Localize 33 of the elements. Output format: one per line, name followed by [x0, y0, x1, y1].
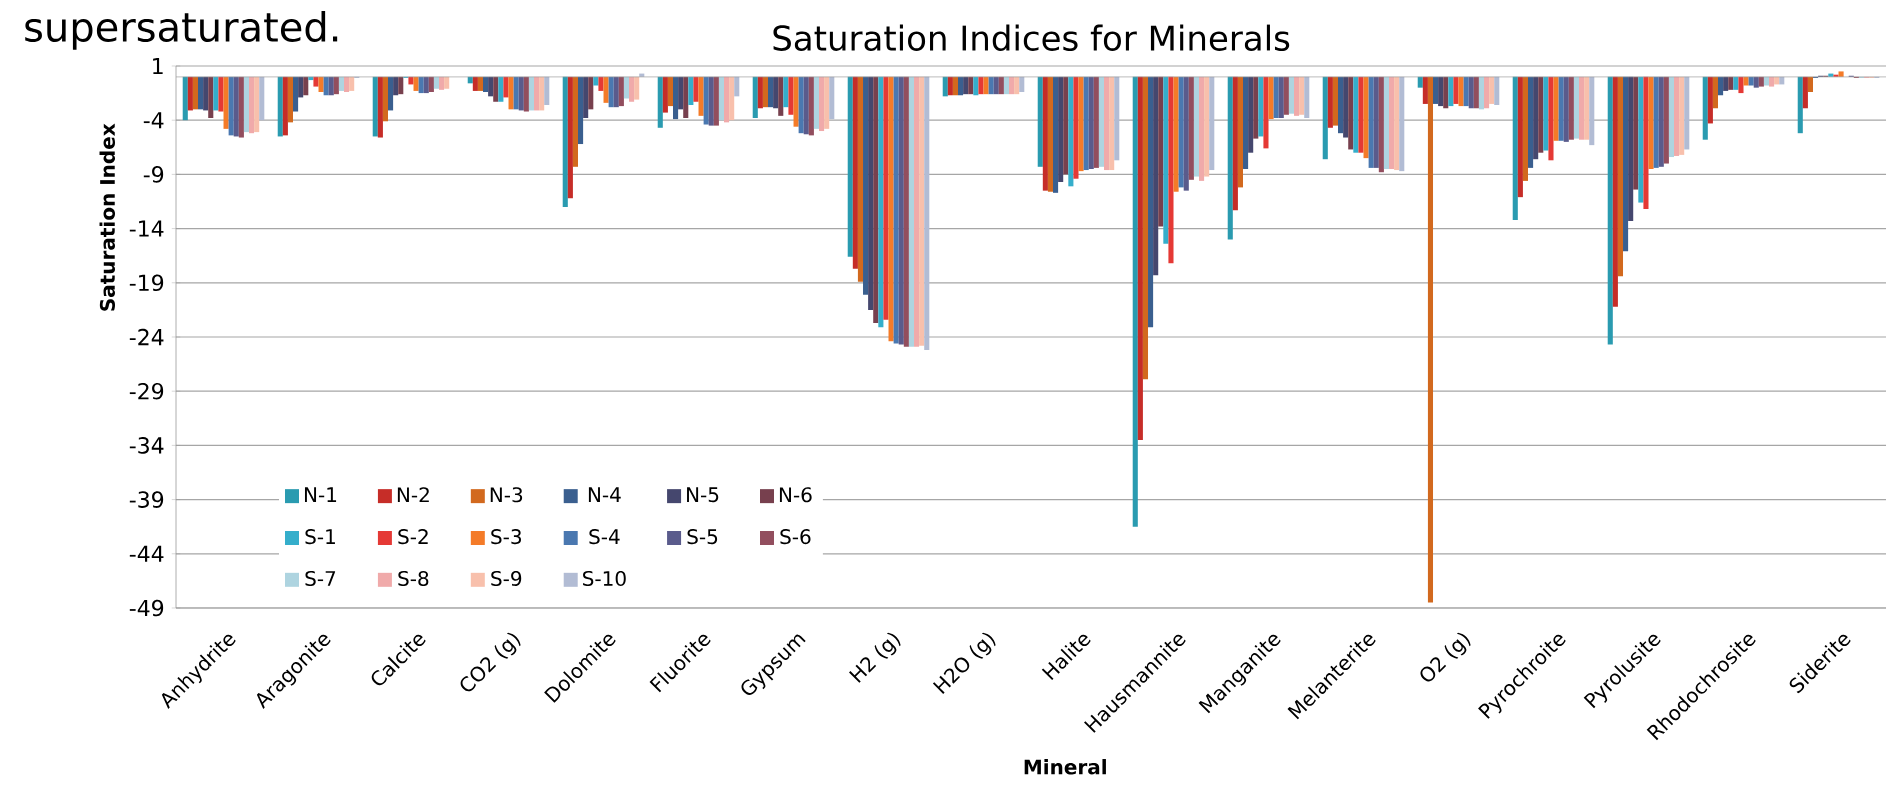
y-tick-label: -19 [129, 274, 164, 292]
y-tick-label: -44 [129, 545, 164, 562]
legend-label: N-4 [588, 487, 621, 502]
legend-label: N-6 [779, 487, 812, 503]
y-tick-label: -39 [129, 491, 164, 508]
legend-label: N-3 [490, 487, 523, 503]
legend-label: S-9 [491, 570, 522, 587]
legend-label: S-2 [398, 529, 428, 545]
legend-label: S-5 [687, 529, 718, 545]
text: supersaturated. [25, 11, 338, 50]
y-tick-label: -29 [129, 382, 164, 400]
legend-label: S-8 [398, 570, 429, 587]
legend-label: N-1 [304, 487, 337, 502]
legend-label: N-5 [687, 487, 719, 503]
chart-title: Saturation Indices for Minerals [773, 24, 1290, 51]
y-tick-label: -24 [129, 328, 164, 346]
y-tick-label: -34 [129, 437, 164, 454]
legend-label: S-6 [780, 529, 811, 545]
legend-label: S-10 [583, 570, 626, 587]
legend-label: N-2 [397, 487, 429, 503]
legend-label: S-3 [491, 529, 521, 545]
y-tick-label: -49 [129, 599, 164, 617]
y-tick-label: -4 [143, 112, 164, 129]
x-axis-title: Mineral [1024, 759, 1106, 775]
y-tick-label: -14 [129, 220, 164, 237]
legend-label: S-1 [305, 529, 335, 545]
y-tick-label: -9 [143, 166, 164, 183]
y-axis-title: Saturation Index [99, 123, 116, 311]
x-tick-label: H2 (g) [849, 632, 901, 683]
legend-label: S-7 [305, 570, 336, 587]
y-tick-label: 1 [153, 57, 163, 75]
x-tick-label: O2 (g) [1420, 632, 1471, 682]
legend-label: S-4 [589, 529, 620, 545]
